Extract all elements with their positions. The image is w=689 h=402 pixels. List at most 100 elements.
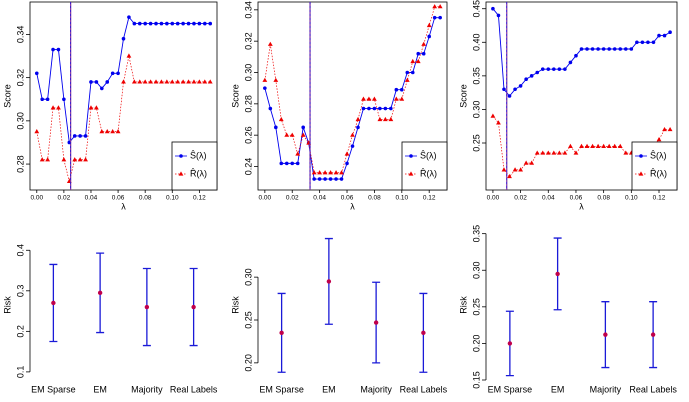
marker [345,161,349,166]
marker [491,6,495,11]
marker [40,97,44,102]
mean-point [326,279,332,284]
marker [192,21,196,26]
legend-label: Ŝ(λ) [190,150,207,160]
marker [540,150,546,155]
plot-frame [485,1,678,191]
marker [404,77,410,82]
marker [552,67,556,71]
marker [278,116,284,122]
marker [657,33,661,38]
marker [350,132,355,137]
marker [518,84,523,88]
y-axis-label: Score [2,84,12,108]
marker [339,170,344,175]
mean-point [279,330,284,336]
y-tick-label: 0.4 [15,244,25,257]
y-tick-label: 0.45 [471,0,481,17]
marker [208,21,213,26]
x-tick-label: 0.04 [313,195,326,202]
marker [143,21,147,26]
marker [350,144,355,148]
marker [126,53,132,58]
marker [334,177,338,181]
marker [56,105,61,110]
marker [656,137,662,142]
marker [83,134,88,138]
marker [274,125,278,130]
x-tick-label: Real Labels [629,384,677,394]
marker [635,40,639,45]
marker [601,47,606,51]
marker [623,47,628,51]
marker [78,134,82,138]
x-tick-label: EM [551,384,565,394]
legend-marker [408,171,414,176]
marker [62,97,66,102]
marker [568,143,573,148]
marker [426,22,432,28]
marker [322,170,328,175]
x-tick-label: EM [322,384,336,394]
marker [372,96,377,101]
y-tick-label: 0.34 [15,26,25,44]
marker [378,106,382,111]
mean-point [555,271,560,277]
marker [579,143,584,148]
y-tick-label: 0.1 [15,366,25,379]
marker [284,132,290,137]
legend-label: Ŝ(λ) [650,150,667,160]
marker [148,21,153,26]
marker [496,13,501,18]
marker [361,106,366,111]
marker [196,79,202,84]
legend-marker [178,171,184,176]
legend-marker [639,154,643,158]
y-tick-label: 0.32 [15,69,25,87]
marker [154,21,158,26]
marker [367,106,371,111]
y-tick-label: 0.34 [243,1,253,19]
marker [388,116,394,122]
marker [590,47,595,51]
marker [295,151,301,156]
legend-box [631,141,678,191]
marker [393,96,399,101]
marker [529,160,535,165]
y-tick-label: 0.3 [15,285,25,298]
marker [662,126,667,132]
marker [668,30,672,35]
mean-point [650,332,656,337]
marker [317,177,322,181]
marker [267,41,273,46]
x-tick-label: 0.10 [395,195,408,202]
marker [355,116,361,122]
x-axis-label: λ [350,201,355,211]
x-tick-label: 0.10 [625,195,638,202]
marker [191,79,197,84]
marker [606,143,612,148]
marker [410,58,416,64]
marker [51,47,55,52]
y-tick-label: 0.25 [471,134,481,152]
marker [640,40,645,45]
marker [121,36,126,41]
marker [45,157,51,162]
marker [432,15,437,20]
marker [437,4,443,9]
marker [186,21,191,26]
x-tick-label: 0.04 [85,195,98,202]
marker [421,41,427,46]
marker [169,79,175,84]
marker [333,170,339,175]
y-axis-label: Risk [2,296,12,314]
legend-box [401,141,448,191]
marker [94,80,99,84]
marker [268,106,273,111]
marker [164,79,170,84]
x-tick-label: 0.02 [286,195,299,202]
marker [596,47,600,51]
marker [416,51,421,56]
marker [496,120,501,125]
marker [383,106,388,111]
